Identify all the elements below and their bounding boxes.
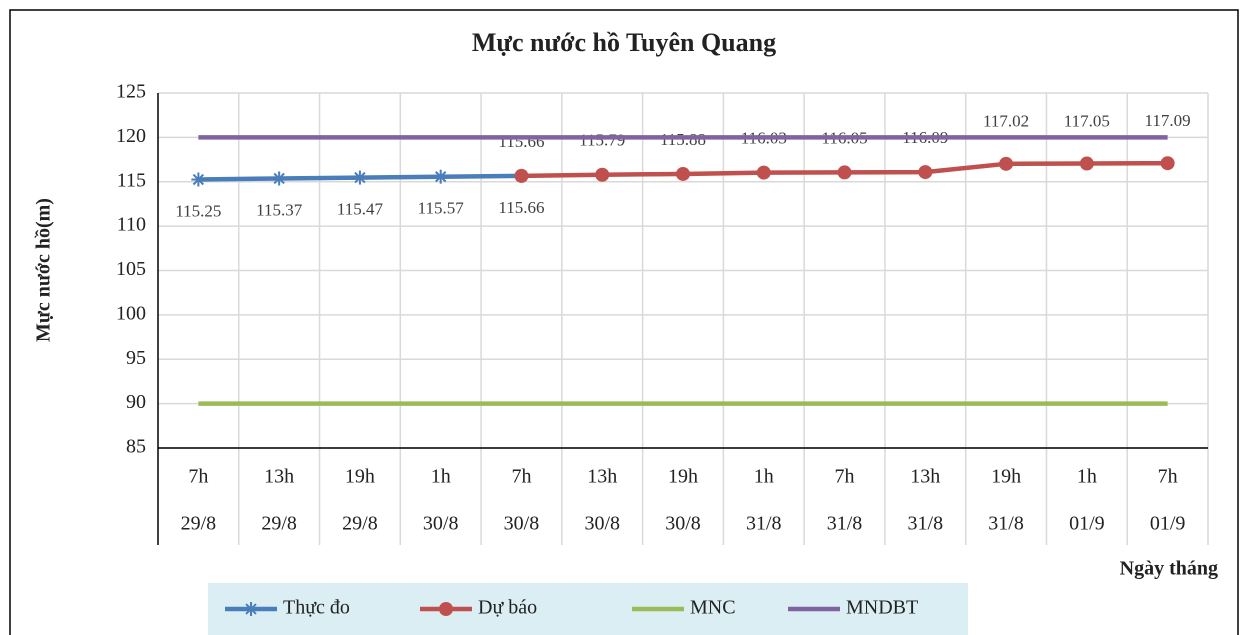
y-tick-label: 105 [116,258,146,280]
x-tick-label: 30/8 [423,513,459,535]
chart-title: Mực nước hồ Tuyên Quang [472,28,776,57]
legend-label: Thực đo [283,597,350,619]
legend-label: Dự báo [478,597,537,619]
marker [244,602,258,616]
y-tick-label: 85 [126,436,146,458]
marker-stroke [273,172,285,185]
y-axis-label: Mực nước hồ(m) [33,198,55,342]
marker-stroke [435,171,447,183]
marker [191,172,206,187]
marker [595,167,610,182]
data-label: 117.05 [1064,111,1110,130]
marker [837,165,852,180]
x-tick-label: 1h [1077,466,1097,488]
x-tick-label: 7h [1158,466,1178,488]
marker-stroke [245,603,257,615]
x-tick-label: 7h [511,466,531,488]
legend-label: MNDBT [846,597,918,619]
chart-border [9,9,1239,635]
x-tick-label: 1h [754,466,774,488]
marker [1079,156,1094,171]
y-tick-label: 120 [116,125,146,147]
x-tick-label: 30/8 [504,513,540,535]
x-tick-label: 29/8 [181,513,217,535]
x-tick-label: 19h [991,466,1021,488]
y-tick-label: 110 [117,214,146,236]
x-tick-label: 13h [264,466,294,488]
data-label: 115.79 [579,131,625,150]
x-tick-label: 31/8 [827,513,863,535]
x-tick-label: 13h [910,466,940,488]
y-tick-label: 115 [117,169,146,191]
x-tick-label: 01/9 [1150,513,1186,535]
data-label: 115.57 [418,199,465,218]
x-tick-label: 29/8 [342,513,378,535]
x-tick-label: 01/9 [1069,513,1105,535]
marker [352,170,367,185]
x-tick-label: 29/8 [261,513,297,535]
x-tick-label: 31/8 [908,513,944,535]
data-label: 117.02 [983,112,1029,131]
data-label: 115.47 [337,199,384,218]
x-axis-label: Ngày tháng [1120,558,1218,580]
x-tick-label: 31/8 [746,513,782,535]
x-tick-label: 1h [431,466,451,488]
data-label: 115.66 [498,132,544,151]
marker-stroke [354,171,366,184]
legend-marker [439,602,453,616]
marker-stroke [192,173,205,186]
data-label: 115.25 [175,201,221,220]
y-tick-label: 95 [126,347,146,369]
data-label: 115.37 [256,200,303,219]
marker [676,166,690,181]
x-tick-label: 30/8 [665,513,701,535]
x-tick-label: 19h [345,466,375,488]
data-label: 117.09 [1145,111,1191,130]
legend-label: MNC [690,597,736,619]
x-tick-label: 7h [835,466,855,488]
y-tick-label: 90 [126,391,146,413]
x-tick-label: 7h [188,466,208,488]
x-tick-label: 13h [587,466,617,488]
x-tick-label: 31/8 [988,513,1024,535]
y-tick-label: 100 [116,302,146,324]
x-tick-label: 30/8 [584,513,620,535]
data-label: 115.66 [498,198,544,217]
marker [1160,156,1175,171]
marker [918,165,933,180]
marker [433,169,448,184]
marker [272,171,287,186]
marker [514,168,529,183]
x-tick-label: 19h [668,466,698,488]
y-tick-label: 125 [116,81,146,103]
marker [756,165,771,180]
legend-box [208,583,968,635]
marker [999,156,1014,171]
